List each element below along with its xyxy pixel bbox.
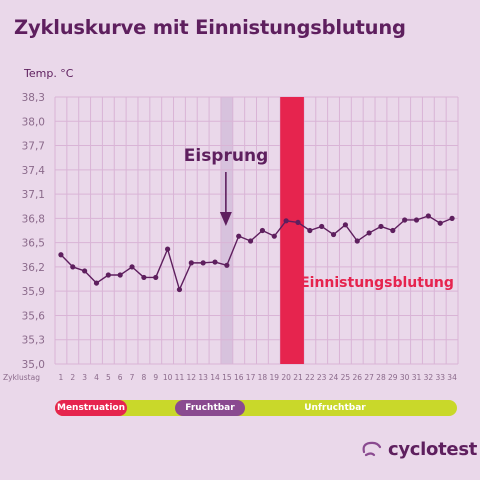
y-tick-label: 35,0 bbox=[22, 359, 45, 371]
data-point bbox=[224, 262, 230, 268]
data-point bbox=[378, 223, 384, 230]
y-tick-label: 36,8 bbox=[22, 213, 45, 225]
phase-unfruchtbar: Unfruchtbar bbox=[304, 403, 366, 413]
x-axis-label: Zyklustag bbox=[3, 373, 40, 382]
x-tick-label: 32 bbox=[424, 373, 434, 382]
x-tick-label: 10 bbox=[163, 373, 173, 382]
data-point bbox=[271, 233, 277, 239]
phase-bar: Menstruation Fruchtbar Unfruchtbar bbox=[55, 400, 457, 416]
x-tick-label: 14 bbox=[210, 373, 220, 382]
x-tick-label: 33 bbox=[435, 373, 445, 382]
x-tick-label: 25 bbox=[341, 373, 351, 382]
cyclotest-logo-icon bbox=[362, 441, 382, 457]
data-point bbox=[165, 246, 171, 252]
y-tick-label: 36,2 bbox=[22, 262, 45, 274]
data-point bbox=[354, 238, 360, 244]
y-tick-label: 38,0 bbox=[22, 116, 45, 128]
x-tick-label: 8 bbox=[142, 373, 147, 382]
data-point bbox=[236, 233, 242, 239]
implantation-band bbox=[280, 97, 304, 364]
chart-title: Zykluskurve mit Einnistungsblutung bbox=[14, 16, 406, 39]
x-tick-label: 26 bbox=[352, 373, 362, 382]
x-tick-label: 23 bbox=[317, 373, 327, 382]
data-point bbox=[342, 222, 348, 228]
y-tick-label: 35,6 bbox=[22, 310, 46, 322]
x-tick-label: 7 bbox=[130, 373, 135, 382]
ovulation-band bbox=[220, 97, 233, 364]
x-tick-label: 13 bbox=[198, 373, 208, 382]
x-tick-label: 4 bbox=[94, 373, 99, 382]
x-tick-label: 22 bbox=[305, 373, 315, 382]
data-point bbox=[200, 260, 206, 266]
data-point bbox=[437, 220, 443, 226]
x-tick-label: 20 bbox=[281, 373, 291, 382]
data-point bbox=[319, 223, 325, 230]
data-point bbox=[295, 219, 301, 226]
data-point bbox=[58, 252, 64, 258]
x-tick-label: 30 bbox=[400, 373, 410, 382]
data-point bbox=[366, 230, 372, 236]
data-point bbox=[153, 274, 159, 281]
data-point bbox=[212, 259, 218, 265]
phase-menstruation: Menstruation bbox=[55, 400, 127, 416]
brand-name: cyclotest bbox=[388, 438, 478, 460]
ovulation-arrow-head bbox=[219, 212, 232, 226]
y-tick-label: 35,3 bbox=[22, 335, 45, 347]
data-point bbox=[141, 274, 147, 281]
x-tick-label: 21 bbox=[293, 373, 303, 382]
ovulation-label: Eisprung bbox=[184, 146, 269, 166]
data-point bbox=[70, 264, 76, 270]
data-point bbox=[259, 227, 266, 234]
x-tick-label: 17 bbox=[246, 373, 256, 382]
data-point bbox=[413, 217, 420, 223]
x-tick-label: 3 bbox=[82, 373, 87, 382]
x-tick-label: 28 bbox=[376, 373, 386, 382]
x-tick-label: 12 bbox=[187, 373, 197, 382]
data-point bbox=[117, 272, 123, 278]
x-tick-label: 2 bbox=[70, 373, 75, 382]
x-tick-label: 18 bbox=[258, 373, 268, 382]
data-point bbox=[247, 238, 254, 244]
data-point bbox=[129, 264, 135, 270]
x-tick-label: 16 bbox=[234, 373, 244, 382]
temperature-line bbox=[60, 215, 453, 291]
phase-fruchtbar: Fruchtbar bbox=[175, 400, 245, 416]
data-point bbox=[105, 272, 111, 278]
data-point bbox=[283, 218, 289, 224]
y-tick-label: 37,4 bbox=[22, 165, 46, 177]
y-axis-label: Temp. °C bbox=[23, 67, 74, 80]
implantation-label: Einnistungsblutung bbox=[300, 275, 454, 291]
data-point bbox=[82, 268, 88, 274]
x-tick-label: 5 bbox=[106, 373, 111, 382]
x-tick-label: 1 bbox=[59, 373, 64, 382]
x-tick-label: 6 bbox=[118, 373, 123, 382]
x-tick-label: 11 bbox=[175, 373, 185, 382]
data-point bbox=[330, 231, 337, 238]
y-tick-label: 36,5 bbox=[22, 238, 45, 250]
data-point bbox=[176, 286, 183, 293]
data-point bbox=[449, 215, 455, 221]
data-point bbox=[402, 217, 408, 223]
brand-logo: cyclotest bbox=[360, 438, 477, 460]
x-tick-label: 24 bbox=[329, 373, 339, 382]
x-tick-label: 29 bbox=[388, 373, 398, 382]
x-tick-label: 19 bbox=[270, 373, 280, 382]
x-tick-label: 34 bbox=[447, 373, 457, 382]
x-tick-label: 31 bbox=[412, 373, 422, 382]
y-tick-label: 37,7 bbox=[22, 141, 45, 153]
data-point bbox=[390, 227, 396, 234]
x-tick-label: 15 bbox=[222, 373, 232, 382]
data-point bbox=[93, 280, 100, 286]
y-tick-label: 38,3 bbox=[22, 92, 45, 104]
x-tick-label: 9 bbox=[153, 373, 158, 382]
data-point bbox=[307, 227, 313, 234]
x-tick-label: 27 bbox=[364, 373, 374, 382]
y-tick-label: 37,1 bbox=[22, 189, 45, 201]
data-point bbox=[188, 260, 194, 266]
data-point bbox=[425, 213, 431, 219]
y-tick-label: 35,9 bbox=[22, 286, 45, 298]
